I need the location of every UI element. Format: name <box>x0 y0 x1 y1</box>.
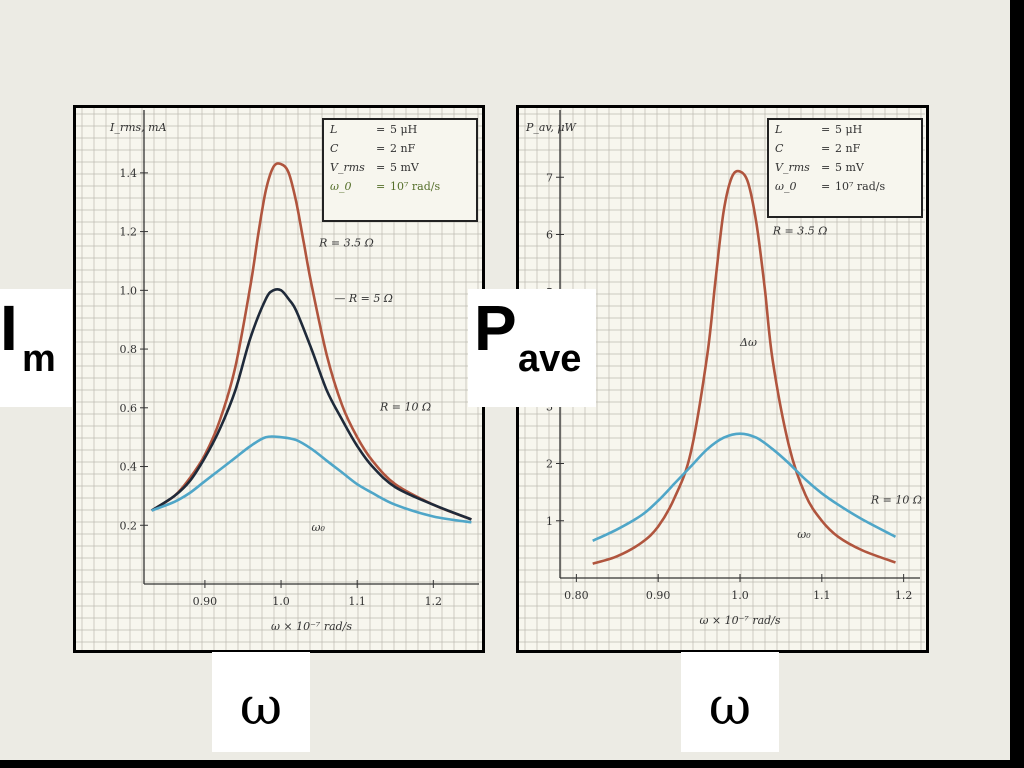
im-overlay-label: I m <box>0 289 72 407</box>
y-tick-label: 0.8 <box>120 343 138 356</box>
series-line <box>151 435 472 524</box>
x-axis-label: ω × 10⁻⁷ rad/s <box>271 620 352 633</box>
param-value: 5 μH <box>835 123 863 136</box>
current-resonance-chart: 0.2 0.4 0.6 0.8 1.0 1.2 1.4 0.90 1.0 1.1 1.2 I_rms,… <box>73 105 485 653</box>
annotation-label: ω₀ <box>797 528 811 541</box>
param-row: L = 5 μH <box>324 120 476 139</box>
param-row: C = 2 nF <box>769 139 921 158</box>
y-tick-label: 6 <box>546 229 553 242</box>
param-value: 5 mV <box>835 161 864 174</box>
parameter-box: L = 5 μH C = 2 nF V_rms = 5 mV ω_0 = 10⁷… <box>322 118 478 222</box>
y-tick-label: 2 <box>546 458 553 471</box>
x-tick-label: 1.2 <box>895 589 913 602</box>
param-eq: = <box>376 142 386 155</box>
y-tick-label: 0.2 <box>120 519 138 532</box>
y-axis-label: I_rms, mA <box>109 121 167 134</box>
param-value: 10⁷ rad/s <box>835 180 886 193</box>
param-row: V_rms = 5 mV <box>769 158 921 177</box>
x-tick-label: 0.90 <box>646 589 671 602</box>
omega-label-right: ω <box>681 652 779 752</box>
param-eq: = <box>376 123 386 136</box>
x-tick-label: 0.80 <box>564 589 589 602</box>
x-axis-label: ω × 10⁻⁷ rad/s <box>699 614 780 627</box>
parameter-box: L = 5 μH C = 2 nF V_rms = 5 mV ω_0 = 10⁷… <box>767 118 923 218</box>
y-tick-label: 1 <box>546 515 553 528</box>
series-line <box>592 432 897 542</box>
param-name: ω_0 <box>775 180 797 193</box>
param-eq: = <box>376 161 386 174</box>
param-name: V_rms <box>775 161 810 174</box>
param-value: 10⁷ rad/s <box>390 180 441 193</box>
param-name: ω_0 <box>330 180 352 193</box>
y-tick-label: 0.6 <box>120 402 138 415</box>
param-row: V_rms = 5 mV <box>324 158 476 177</box>
slide-background: 0.2 0.4 0.6 0.8 1.0 1.2 1.4 0.90 1.0 1.1 1.2 I_rms,… <box>0 0 1010 760</box>
annotation-label: R = 10 Ω <box>870 494 922 507</box>
param-eq: = <box>821 142 831 155</box>
im-main-text: I <box>0 292 18 364</box>
param-eq: = <box>376 180 386 193</box>
y-tick-label: 1.4 <box>120 167 138 180</box>
param-name: C <box>775 142 784 155</box>
param-row: ω_0 = 10⁷ rad/s <box>769 177 921 196</box>
param-row: C = 2 nF <box>324 139 476 158</box>
param-value: 2 nF <box>390 142 416 155</box>
param-value: 5 mV <box>390 161 419 174</box>
x-tick-label: 1.1 <box>813 589 831 602</box>
pave-subscript: ave <box>518 338 582 380</box>
param-name: C <box>330 142 339 155</box>
param-value: 2 nF <box>835 142 861 155</box>
series-line <box>592 169 896 565</box>
series-line <box>150 162 472 521</box>
param-eq: = <box>821 180 831 193</box>
pave-overlay-label: P ave <box>468 289 596 407</box>
annotation-label: R = 3.5 Ω <box>772 225 828 238</box>
omega-label-left: ω <box>212 652 310 752</box>
annotation-label: R = 3.5 Ω <box>318 236 374 249</box>
param-eq: = <box>821 161 831 174</box>
param-name: V_rms <box>330 161 365 174</box>
param-name: L <box>775 123 783 136</box>
param-eq: = <box>821 123 831 136</box>
param-value: 5 μH <box>390 123 418 136</box>
x-tick-label: 1.0 <box>731 589 749 602</box>
x-tick-label: 1.1 <box>348 595 366 608</box>
pave-main-text: P <box>474 292 517 364</box>
annotation-label: — R = 5 Ω <box>334 292 393 305</box>
x-tick-label: 1.0 <box>272 595 290 608</box>
y-tick-label: 1.0 <box>120 284 138 297</box>
annotation-label: Δω <box>739 336 757 349</box>
y-tick-label: 7 <box>546 171 553 184</box>
im-subscript: m <box>22 338 56 380</box>
annotation-label: ω₀ <box>312 521 326 534</box>
x-tick-label: 0.90 <box>193 595 218 608</box>
series-line <box>150 287 472 521</box>
annotation-label: R = 10 Ω <box>379 401 431 414</box>
param-row: L = 5 μH <box>769 120 921 139</box>
y-tick-label: 1.2 <box>120 226 138 239</box>
x-tick-label: 1.2 <box>425 595 443 608</box>
y-tick-label: 0.4 <box>120 461 138 474</box>
param-row: ω_0 = 10⁷ rad/s <box>324 177 476 196</box>
param-name: L <box>330 123 338 136</box>
y-axis-label: P_av, μW <box>525 121 578 134</box>
